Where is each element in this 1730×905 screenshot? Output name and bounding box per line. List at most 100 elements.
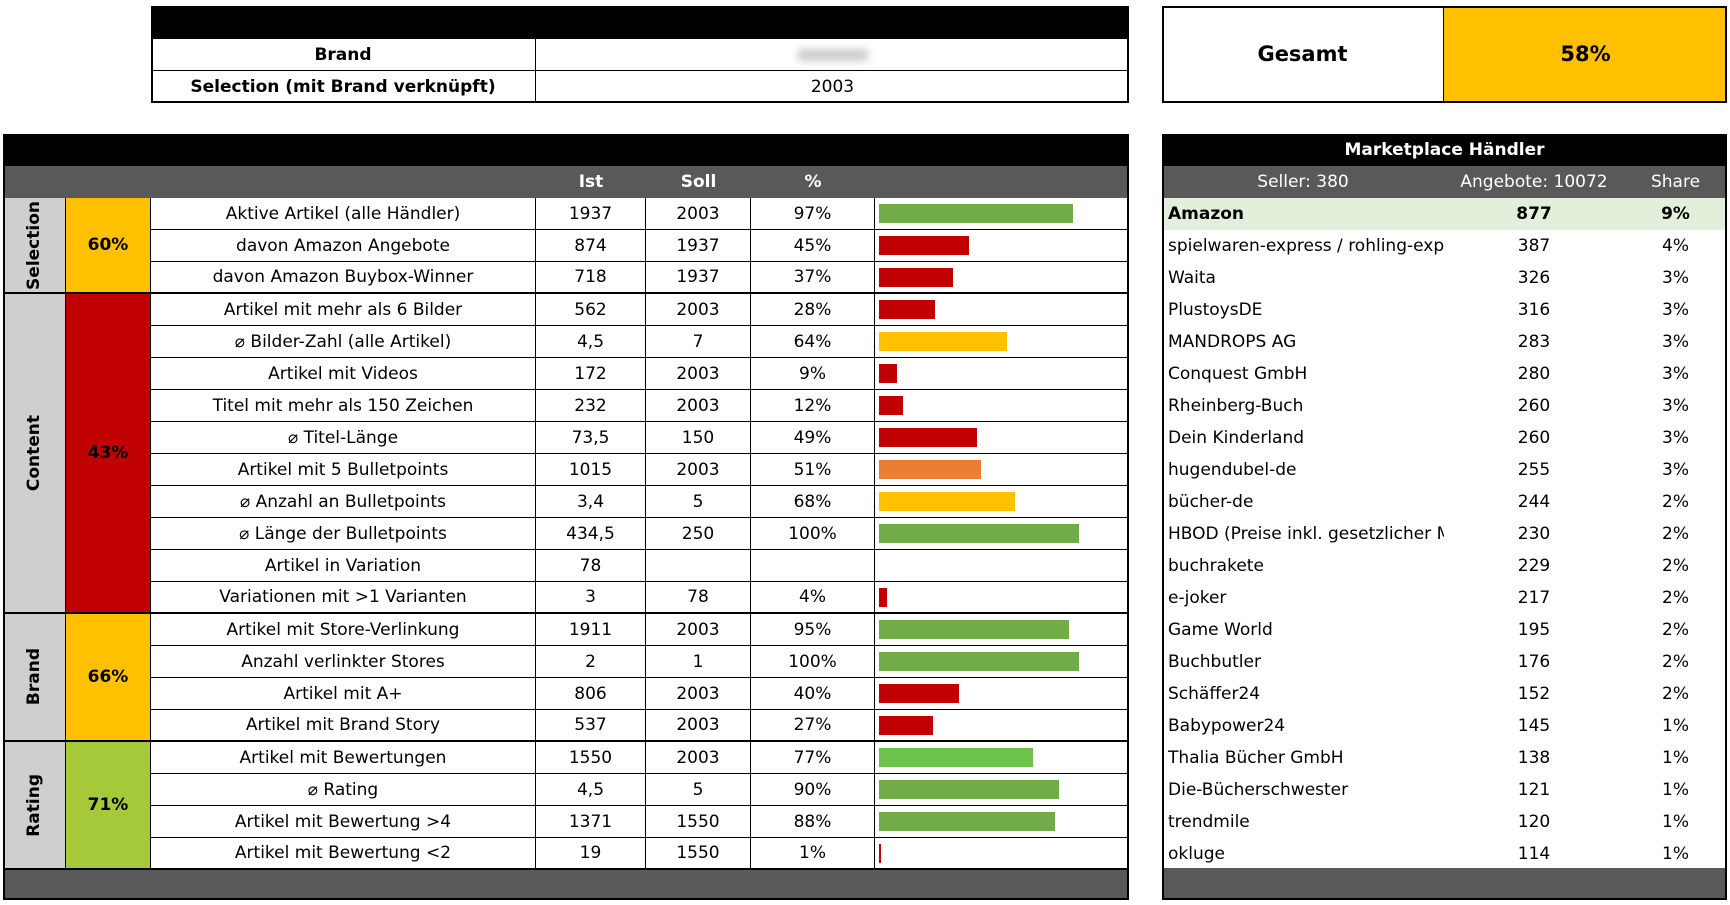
kpi-pct: 40% (751, 678, 875, 710)
seller-share: 3% (1662, 268, 1689, 288)
kpi-soll: 1937 (646, 262, 751, 294)
seller-offers: 387 (1517, 236, 1551, 256)
seller-offers: 138 (1517, 748, 1551, 768)
seller-share: 2% (1662, 524, 1689, 544)
seller-share: 2% (1662, 588, 1689, 608)
kpi-footer (3, 868, 1129, 900)
kpi-ist: 562 (536, 294, 646, 326)
seller-offers: 145 (1517, 716, 1551, 736)
kpi-label: Artikel mit Bewertungen (151, 742, 536, 774)
kpi-label: ⌀ Titel-Länge (151, 422, 536, 454)
seller-column-bar (1162, 166, 1727, 198)
kpi-ist: 1371 (536, 806, 646, 838)
selection-label: Selection (mit Brand verknüpft) (151, 71, 536, 103)
kpi-soll: 1550 (646, 806, 751, 838)
data-bar (879, 620, 1069, 639)
kpi-soll: 2003 (646, 390, 751, 422)
data-bar (879, 524, 1079, 543)
kpi-pct: 45% (751, 230, 875, 262)
seller-name: Waita (1168, 268, 1216, 288)
seller-share: 1% (1662, 780, 1689, 800)
kpi-pct: 12% (751, 390, 875, 422)
kpi-bar-cell (875, 518, 1129, 550)
kpi-ist: 172 (536, 358, 646, 390)
data-bar (879, 780, 1059, 799)
seller-offers: 195 (1517, 620, 1551, 640)
kpi-label: Artikel mit Bewertung <2 (151, 838, 536, 870)
kpi-pct: 37% (751, 262, 875, 294)
blurred-brand (797, 48, 868, 61)
seller-name: e-joker (1168, 588, 1227, 608)
kpi-soll: 1550 (646, 838, 751, 870)
section-name: Content (3, 294, 66, 614)
kpi-pct: 51% (751, 454, 875, 486)
selection-value: 2003 (536, 71, 1129, 103)
kpi-ist: 232 (536, 390, 646, 422)
kpi-pct: 88% (751, 806, 875, 838)
kpi-bar-cell (875, 198, 1129, 230)
seller-offers: 121 (1517, 780, 1551, 800)
seller-offers: 283 (1517, 332, 1551, 352)
kpi-soll: 2003 (646, 294, 751, 326)
kpi-bar-cell (875, 774, 1129, 806)
data-bar (879, 428, 977, 447)
kpi-soll: 2003 (646, 710, 751, 742)
section-score: 43% (66, 294, 151, 614)
kpi-label: ⌀ Rating (151, 774, 536, 806)
kpi-pct: 97% (751, 198, 875, 230)
kpi-ist: 434,5 (536, 518, 646, 550)
column-header: Ist (578, 172, 604, 192)
kpi-bar-cell (875, 422, 1129, 454)
kpi-pct: 100% (751, 518, 875, 550)
seller-count: Seller: 380 (1257, 172, 1349, 192)
gesamt-value: 58% (1444, 6, 1727, 103)
seller-share: 1% (1662, 716, 1689, 736)
kpi-label: Anzahl verlinkter Stores (151, 646, 536, 678)
seller-name: Buchbutler (1168, 652, 1261, 672)
kpi-label: ⌀ Bilder-Zahl (alle Artikel) (151, 326, 536, 358)
seller-offers: 114 (1517, 844, 1551, 864)
seller-share: 2% (1662, 620, 1689, 640)
kpi-soll: 2003 (646, 198, 751, 230)
kpi-pct: 90% (751, 774, 875, 806)
seller-offers: 217 (1517, 588, 1551, 608)
seller-share: 3% (1662, 364, 1689, 384)
data-bar (879, 588, 887, 607)
kpi-label: Artikel mit Videos (151, 358, 536, 390)
data-bar (879, 268, 953, 287)
kpi-soll: 78 (646, 582, 751, 614)
kpi-ist: 3,4 (536, 486, 646, 518)
seller-offers: 120 (1517, 812, 1551, 832)
kpi-bar-cell (875, 262, 1129, 294)
kpi-soll: 2003 (646, 614, 751, 646)
kpi-bar-cell (875, 678, 1129, 710)
kpi-pct: 4% (751, 582, 875, 614)
seller-header-bar (1162, 134, 1727, 166)
kpi-soll: 5 (646, 486, 751, 518)
kpi-ist: 4,5 (536, 774, 646, 806)
seller-offers: 326 (1517, 268, 1551, 288)
seller-name: buchrakete (1168, 556, 1264, 576)
kpi-bar-cell (875, 358, 1129, 390)
seller-share: 2% (1662, 652, 1689, 672)
kpi-label: Artikel mit mehr als 6 Bilder (151, 294, 536, 326)
brand-label: Brand (151, 39, 536, 71)
kpi-bar-cell (875, 582, 1129, 614)
seller-offers: 260 (1517, 396, 1551, 416)
kpi-bar-cell (875, 646, 1129, 678)
kpi-bar-cell (875, 230, 1129, 262)
seller-offers: 176 (1517, 652, 1551, 672)
kpi-pct: 77% (751, 742, 875, 774)
kpi-label: Artikel mit A+ (151, 678, 536, 710)
seller-share: 3% (1662, 396, 1689, 416)
kpi-ist: 718 (536, 262, 646, 294)
kpi-soll: 150 (646, 422, 751, 454)
kpi-bar-cell (875, 390, 1129, 422)
kpi-bar-cell (875, 486, 1129, 518)
kpi-label: davon Amazon Angebote (151, 230, 536, 262)
seller-share: 9% (1624, 198, 1727, 230)
kpi-bar-cell (875, 742, 1129, 774)
kpi-label: ⌀ Länge der Bulletpoints (151, 518, 536, 550)
seller-share: 2% (1662, 684, 1689, 704)
kpi-soll: 7 (646, 326, 751, 358)
